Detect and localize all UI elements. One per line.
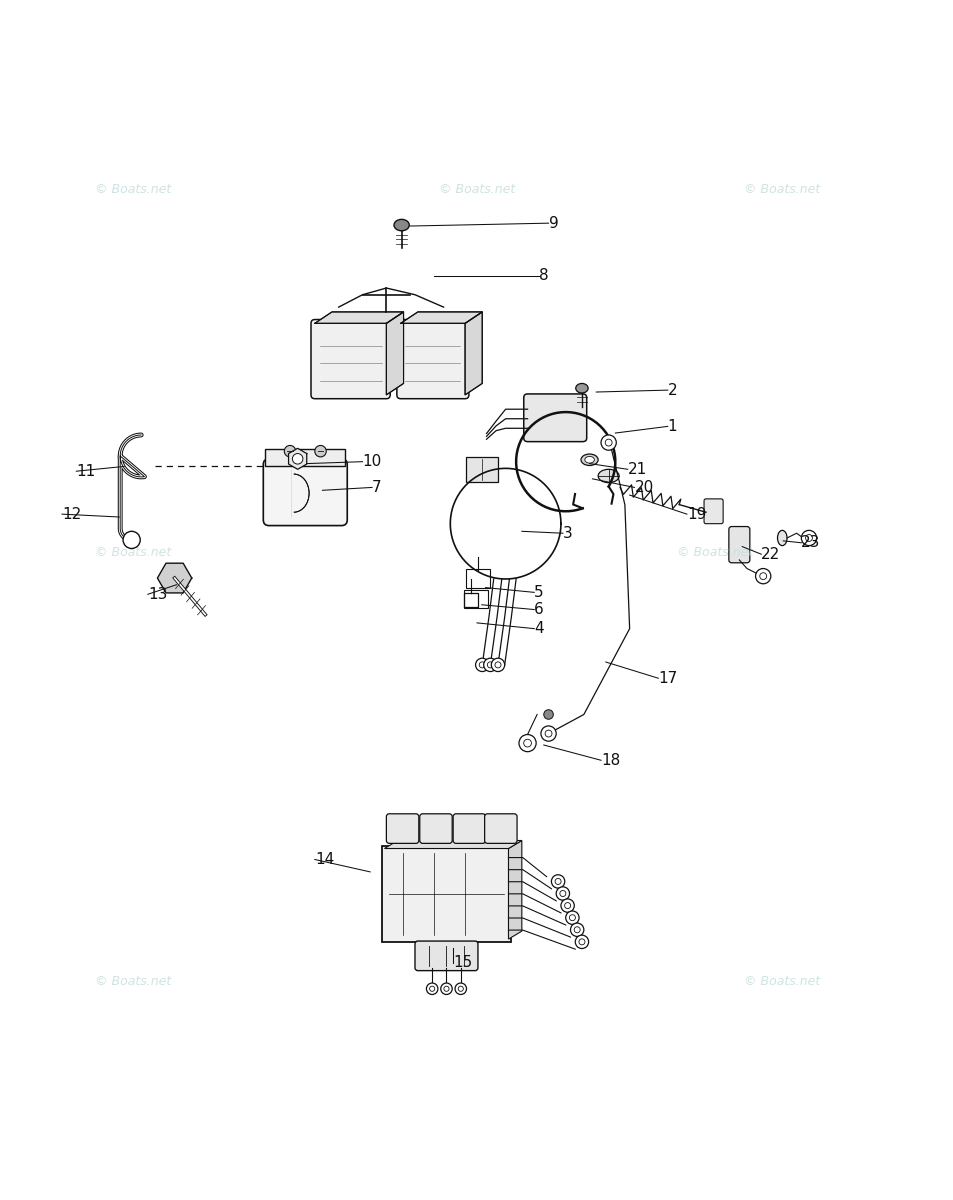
Polygon shape [288, 449, 307, 469]
Text: 15: 15 [453, 955, 472, 970]
Ellipse shape [598, 469, 618, 482]
Circle shape [523, 739, 531, 746]
FancyBboxPatch shape [465, 457, 497, 481]
Text: 11: 11 [76, 463, 95, 479]
Circle shape [574, 926, 579, 932]
Circle shape [759, 572, 766, 580]
FancyBboxPatch shape [381, 846, 511, 942]
Text: © Boats.net: © Boats.net [743, 976, 820, 988]
Ellipse shape [580, 454, 598, 466]
Text: 22: 22 [760, 547, 780, 562]
Circle shape [560, 899, 574, 912]
Circle shape [487, 662, 493, 668]
Circle shape [478, 662, 485, 668]
Polygon shape [508, 840, 521, 940]
Circle shape [457, 986, 463, 991]
Circle shape [284, 445, 295, 457]
Text: 14: 14 [314, 852, 334, 866]
Polygon shape [464, 312, 481, 395]
Circle shape [578, 938, 584, 944]
Text: 21: 21 [627, 462, 646, 476]
Text: 13: 13 [148, 587, 167, 601]
Text: 18: 18 [600, 752, 619, 768]
Circle shape [604, 439, 612, 446]
Text: 9: 9 [548, 216, 558, 230]
Text: © Boats.net: © Boats.net [438, 184, 515, 197]
Circle shape [555, 878, 560, 884]
Bar [265, 449, 345, 467]
Text: © Boats.net: © Boats.net [95, 976, 172, 988]
Circle shape [314, 445, 326, 457]
Ellipse shape [394, 220, 409, 230]
Circle shape [518, 734, 536, 751]
FancyBboxPatch shape [484, 814, 517, 844]
Circle shape [575, 935, 588, 948]
Text: 3: 3 [562, 526, 572, 541]
Ellipse shape [584, 456, 594, 463]
Polygon shape [400, 312, 481, 323]
Polygon shape [157, 563, 192, 593]
Circle shape [543, 709, 553, 719]
Text: © Boats.net: © Boats.net [95, 184, 172, 197]
Circle shape [544, 730, 552, 737]
FancyBboxPatch shape [703, 499, 722, 523]
Ellipse shape [777, 530, 786, 546]
Polygon shape [386, 312, 403, 395]
Text: 4: 4 [534, 622, 543, 636]
Text: 19: 19 [686, 506, 705, 522]
Circle shape [123, 532, 140, 548]
FancyBboxPatch shape [311, 319, 390, 398]
Circle shape [755, 569, 770, 583]
Circle shape [804, 534, 812, 541]
FancyBboxPatch shape [728, 527, 749, 563]
FancyBboxPatch shape [415, 941, 477, 971]
Circle shape [564, 902, 570, 908]
Text: 6: 6 [534, 602, 543, 617]
Text: © Boats.net: © Boats.net [743, 184, 820, 197]
Circle shape [455, 983, 466, 995]
Circle shape [476, 658, 489, 672]
Circle shape [600, 434, 616, 450]
Text: 7: 7 [372, 480, 381, 494]
Circle shape [495, 662, 500, 668]
FancyBboxPatch shape [523, 394, 586, 442]
Text: 10: 10 [362, 454, 381, 469]
Circle shape [443, 986, 449, 991]
Circle shape [559, 890, 565, 896]
Text: 2: 2 [667, 383, 677, 397]
FancyBboxPatch shape [396, 319, 469, 398]
FancyBboxPatch shape [465, 569, 490, 588]
FancyBboxPatch shape [453, 814, 485, 844]
Circle shape [565, 911, 578, 924]
FancyBboxPatch shape [263, 458, 347, 526]
Text: 8: 8 [538, 268, 548, 283]
Text: © Boats.net: © Boats.net [677, 546, 753, 559]
Text: 12: 12 [62, 506, 81, 522]
Circle shape [540, 726, 556, 742]
Polygon shape [384, 840, 521, 848]
Polygon shape [314, 312, 403, 323]
Text: © Boats.net: © Boats.net [95, 546, 172, 559]
Circle shape [483, 658, 497, 672]
Text: 5: 5 [534, 584, 543, 600]
Circle shape [801, 530, 816, 546]
Text: 20: 20 [634, 480, 653, 494]
Circle shape [292, 454, 303, 464]
FancyBboxPatch shape [419, 814, 452, 844]
Circle shape [440, 983, 452, 995]
Circle shape [569, 914, 575, 920]
Circle shape [556, 887, 569, 900]
Circle shape [570, 923, 583, 936]
Ellipse shape [575, 384, 587, 392]
Circle shape [429, 986, 435, 991]
Circle shape [491, 658, 504, 672]
Text: 23: 23 [801, 535, 820, 551]
Circle shape [551, 875, 564, 888]
Text: 17: 17 [658, 671, 677, 685]
FancyBboxPatch shape [463, 590, 488, 607]
FancyBboxPatch shape [386, 814, 418, 844]
Text: 1: 1 [667, 419, 677, 434]
Circle shape [426, 983, 437, 995]
